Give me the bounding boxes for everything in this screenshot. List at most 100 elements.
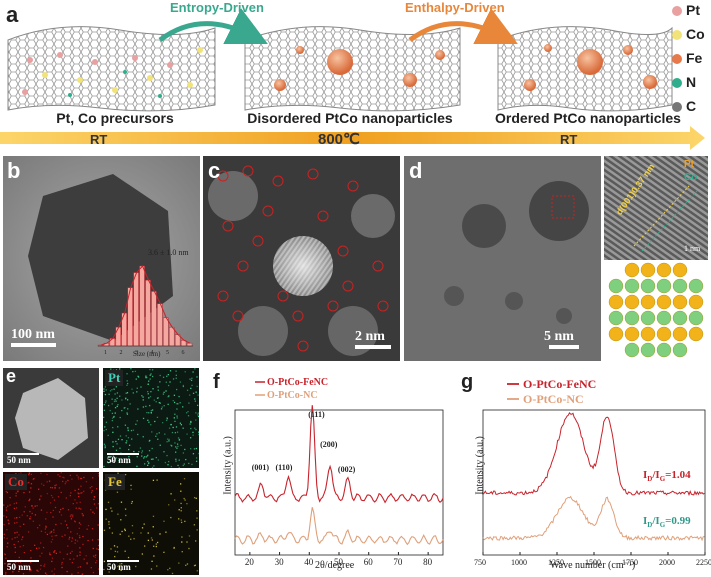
scale-bar-d xyxy=(549,345,579,349)
scale-text-d: 5 nm xyxy=(544,329,574,344)
hist-tick-label: 5 xyxy=(166,350,169,356)
model-atom xyxy=(672,326,688,342)
panel-d-lattice-inset: d(001)0.37 nm Pt Co 1 nm xyxy=(604,156,708,260)
inset-scale-text: 1 nm xyxy=(684,244,701,253)
raman-xlabel: Wave number (cm⁻¹) xyxy=(550,560,636,571)
raman-series-NC xyxy=(482,495,705,542)
model-atom xyxy=(688,310,704,326)
panel-f-label: f xyxy=(213,371,220,393)
model-atom xyxy=(656,294,672,310)
raman-tick-label: 1750 xyxy=(622,558,638,567)
xrd-tick-label: 40 xyxy=(304,557,314,567)
inset-legend-co: Co xyxy=(684,172,698,183)
model-atom xyxy=(672,262,688,278)
panel-d: d 5 nm xyxy=(404,156,601,361)
model-atom xyxy=(688,278,704,294)
model-atom xyxy=(640,342,656,358)
xrd-tick-label: 60 xyxy=(364,557,374,567)
panel-e: e 50 nm Pt 50 nm Co 50 nm Fe 50 nm xyxy=(3,368,199,575)
xrd-tick-label: 70 xyxy=(393,557,403,567)
legend-n: N xyxy=(686,74,697,90)
raman-legend-2: O-PtCo-NC xyxy=(523,392,584,406)
hist-tick-label: 6 xyxy=(182,350,185,356)
hist-bar xyxy=(186,342,193,347)
panel-a-schematic xyxy=(0,8,705,150)
eds-scale-1: 50 nm xyxy=(7,455,31,465)
raman-series-feNC xyxy=(482,412,705,497)
raman-ratio-2: ID/IG=0.99 xyxy=(643,515,691,530)
panel-a: a xyxy=(0,0,711,150)
model-atom xyxy=(624,310,640,326)
caption-ordered: Ordered PtCo nanoparticles xyxy=(495,110,681,126)
histogram-mean-label: 3.6 ± 1.0 nm xyxy=(148,248,189,257)
panel-b-label: b xyxy=(7,158,21,183)
raman-legend-1: O-PtCo-FeNC xyxy=(523,377,597,391)
legend-pt: Pt xyxy=(686,2,700,18)
eds-co-map: Co 50 nm xyxy=(3,472,99,575)
eds-co-label: Co xyxy=(5,474,27,490)
temp-800: 800℃ xyxy=(318,131,360,148)
hist-bar xyxy=(163,317,169,347)
model-atom xyxy=(656,310,672,326)
model-atom xyxy=(624,278,640,294)
raman-tick-label: 1000 xyxy=(511,558,527,567)
model-atom xyxy=(608,310,624,326)
model-atom xyxy=(656,342,672,358)
precursor-atoms xyxy=(22,47,203,98)
histogram-xlabel: Size (nm) xyxy=(133,350,161,358)
hist-fit-curve xyxy=(100,265,191,346)
raman-ylabel: Intensity (a.u.) xyxy=(474,436,486,495)
xrd-tick-label: 50 xyxy=(334,557,344,567)
xrd-peak-label: (001) xyxy=(252,463,270,472)
panel-a-label: a xyxy=(6,2,19,27)
raman-tick-label: 1500 xyxy=(585,558,601,567)
hist-tick-label: 4 xyxy=(151,350,154,356)
model-atom xyxy=(656,262,672,278)
temperature-bar xyxy=(0,126,705,150)
raman-plot: 750 1000 1250 1500 1750 2000 2250 xyxy=(474,383,711,567)
caption-disordered: Disordered PtCo nanoparticles xyxy=(247,110,453,126)
hist-bar xyxy=(151,291,157,347)
eds-scale-4: 50 nm xyxy=(107,562,131,572)
panel-c: c 2 nm xyxy=(203,156,400,361)
legend-c: C xyxy=(686,98,697,114)
panel-g-label: g xyxy=(461,371,474,393)
eds-fe-map: Fe 50 nm xyxy=(103,472,199,575)
panel-f: f 20 30 40 50 60 70 80 (001) (110) (111) (200) (002… xyxy=(205,365,450,577)
panel-d-label: d xyxy=(409,158,423,183)
hist-tick-label: 1 xyxy=(104,350,107,356)
raman-ratio-2-value: 0.99 xyxy=(671,515,691,527)
raman-ratio-1-value: 1.04 xyxy=(671,469,691,481)
model-atom xyxy=(624,262,640,278)
model-atom xyxy=(672,342,688,358)
eds-scale-2: 50 nm xyxy=(107,455,131,465)
xrd-series-NC xyxy=(234,507,444,546)
model-atom xyxy=(608,294,624,310)
hist-bar xyxy=(169,326,175,347)
xrd-peak-label: (111) xyxy=(308,410,325,419)
model-atom xyxy=(640,310,656,326)
xrd-tick-label: 30 xyxy=(275,557,285,567)
panel-d-hrtem-image xyxy=(404,156,601,361)
model-atom xyxy=(608,326,624,342)
panel-c-label: c xyxy=(208,158,221,183)
xrd-legend-1: O-PtCo-FeNC xyxy=(267,377,329,388)
xrd-peak-label: (002) xyxy=(338,465,356,474)
hist-bar xyxy=(157,303,163,347)
hist-bar xyxy=(139,265,145,347)
xrd-xlabel: 2θ/degree xyxy=(315,560,355,571)
xrd-plot: 20 30 40 50 60 70 80 (001) (110) (111) (200) (002) xyxy=(234,381,444,567)
model-atom xyxy=(672,294,688,310)
panel-c-haadf-image xyxy=(208,165,395,356)
model-atom xyxy=(624,326,640,342)
hist-tick-label: 2 xyxy=(120,350,123,356)
model-atom xyxy=(624,342,640,358)
eds-pt-label: Pt xyxy=(105,370,124,386)
raman-tick-label: 2000 xyxy=(659,558,675,567)
xrd-legend-2: O-PtCo-NC xyxy=(267,390,318,401)
disordered-nanoparticles xyxy=(274,46,445,91)
scale-bar-c xyxy=(355,345,391,349)
eds-pt-map: Pt 50 nm xyxy=(103,368,199,468)
xrd-series-feNC xyxy=(234,405,444,504)
model-atom xyxy=(656,278,672,294)
